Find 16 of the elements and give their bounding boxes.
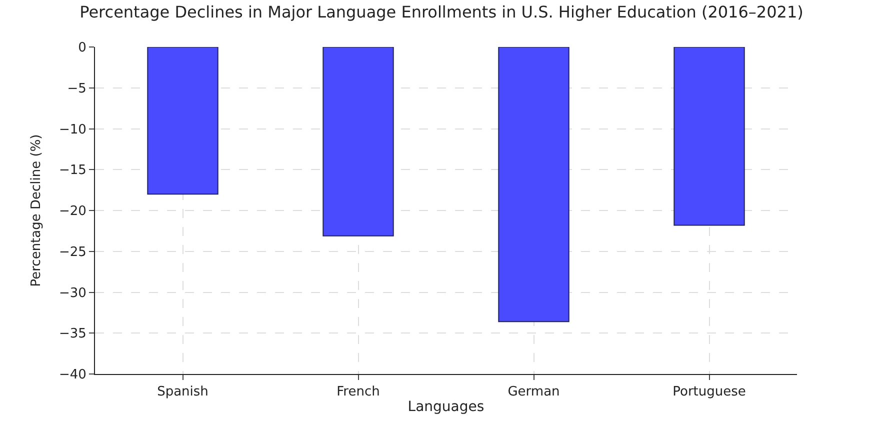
x-tick-label: Portuguese xyxy=(672,384,746,400)
y-axis-title: Percentage Decline (%) xyxy=(28,134,44,287)
x-tick-label: Spanish xyxy=(157,384,208,400)
y-tick-label: −20 xyxy=(58,204,86,220)
x-tick-label: German xyxy=(508,384,560,400)
x-axis-title: Languages xyxy=(408,398,484,415)
y-tick-label: −30 xyxy=(58,286,86,301)
chart-title: Percentage Declines in Major Language Enrollments in U.S. Higher Education (2016–2021) xyxy=(80,2,804,22)
y-tick-label: 0 xyxy=(78,40,86,56)
x-tick-label: French xyxy=(336,384,380,400)
y-tick-label: −10 xyxy=(58,122,86,138)
y-tick-label: −40 xyxy=(58,368,86,383)
y-tick-label: −5 xyxy=(67,81,86,96)
y-tick-label: −15 xyxy=(58,163,86,178)
y-tick-label: −25 xyxy=(58,244,86,260)
y-tick-label: −35 xyxy=(58,326,86,342)
